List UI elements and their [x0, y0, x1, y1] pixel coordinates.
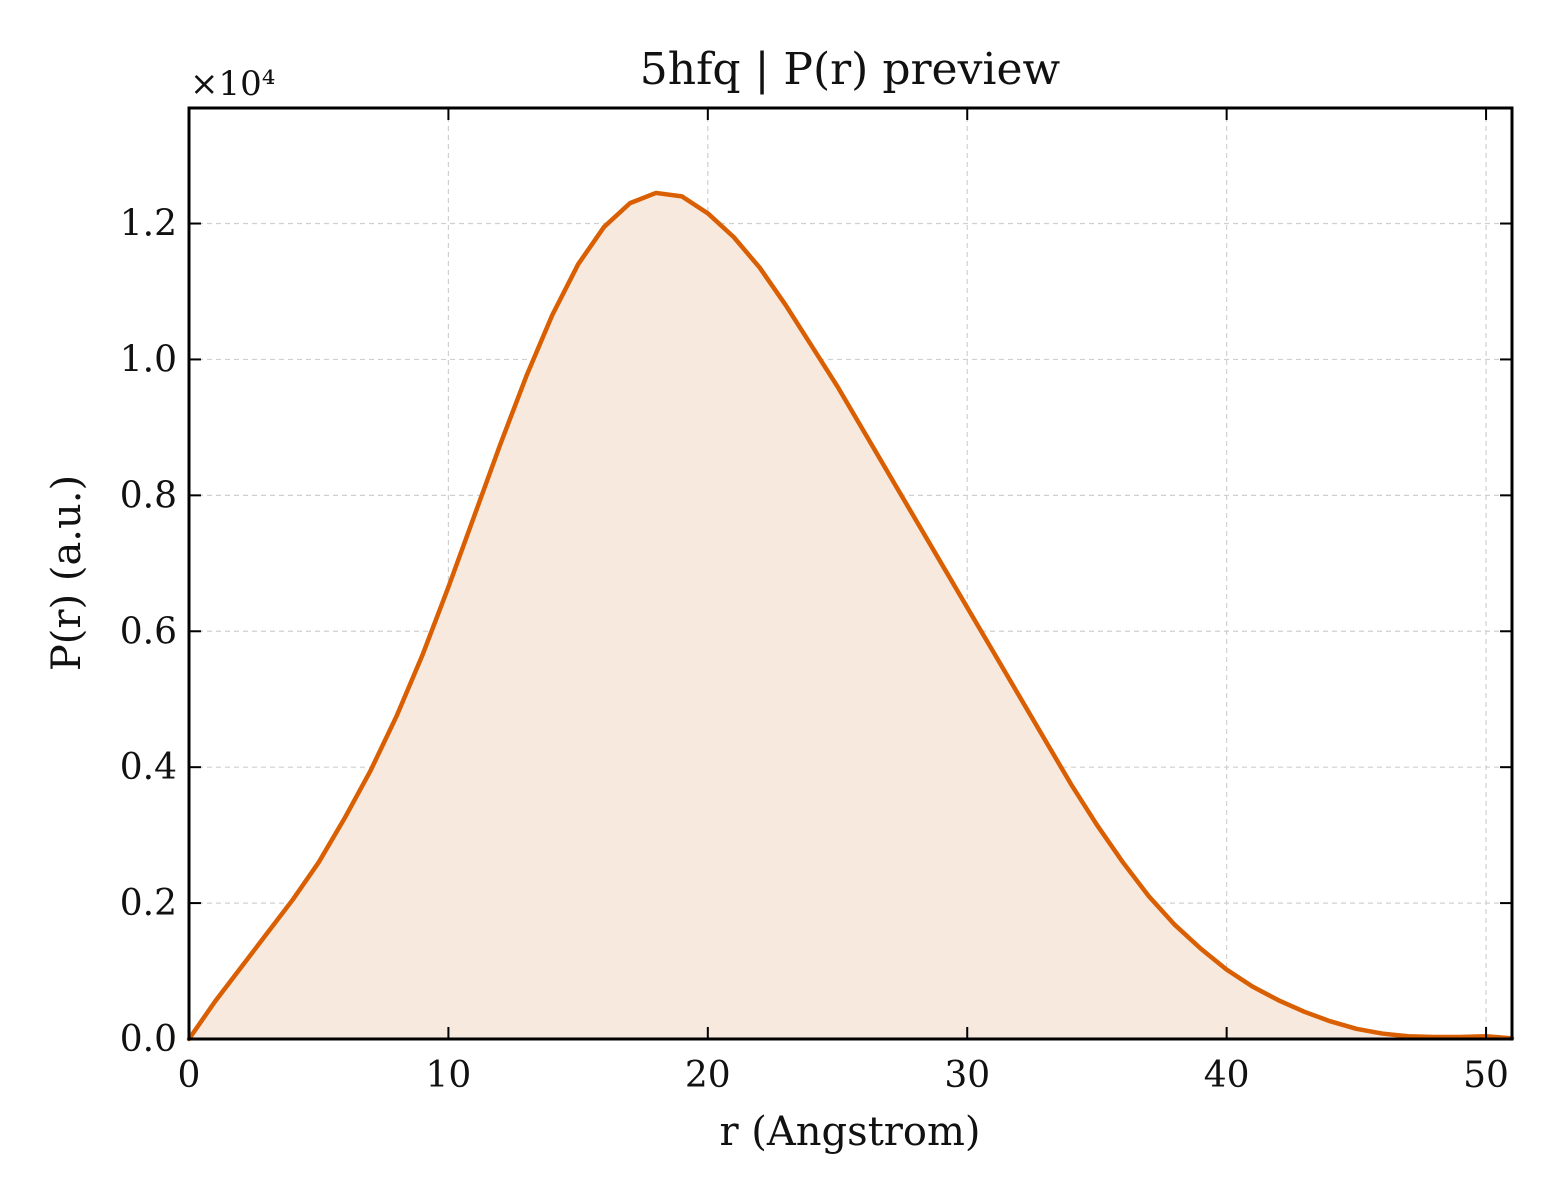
plot-frame: [187, 106, 1514, 1041]
x-tick-label: 30: [944, 1055, 990, 1096]
x-axis-label: r (Angstrom): [719, 1109, 980, 1155]
y-tick-label: 0.8: [120, 475, 177, 516]
x-tick-label: 0: [178, 1055, 201, 1096]
y-tick-label: 0.4: [120, 747, 177, 788]
y-tick-label: 0.6: [120, 611, 177, 652]
y-axis-label: P(r) (a.u.): [44, 475, 90, 671]
y-tick-label: 0.2: [120, 883, 177, 924]
x-tick-label: 40: [1204, 1055, 1250, 1096]
pr-area-fill: [189, 192, 1512, 1039]
y-offset-label: ×10⁴: [190, 64, 275, 104]
x-tick-label: 50: [1463, 1055, 1509, 1096]
x-tick-label: 10: [426, 1055, 472, 1096]
y-tick-label: 1.0: [120, 339, 177, 380]
x-tick-label: 20: [685, 1055, 731, 1096]
y-tick-label: 1.2: [120, 204, 177, 245]
pr-line: [186, 190, 1515, 1042]
chart-title: 5hfq | P(r) preview: [640, 44, 1061, 95]
y-tick-label: 0.0: [120, 1019, 177, 1060]
